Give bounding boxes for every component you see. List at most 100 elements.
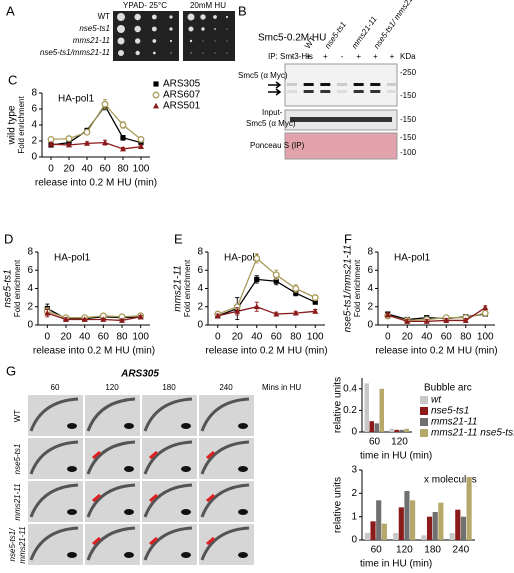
gel-spot bbox=[238, 423, 248, 429]
gel bbox=[28, 524, 83, 565]
x-tick-label: 100 bbox=[307, 332, 324, 343]
gel-arc bbox=[29, 526, 79, 561]
bar bbox=[426, 516, 433, 540]
y-tick-label: 4 bbox=[197, 283, 203, 294]
y-axis-label: nse5-ts1 bbox=[3, 269, 14, 307]
x-tick-label: 120 bbox=[396, 545, 413, 556]
gel-arc bbox=[200, 397, 250, 432]
legend-label: ARS305 bbox=[163, 79, 201, 90]
x-tick-label: 0 bbox=[385, 332, 391, 343]
panel-label: C bbox=[8, 72, 17, 87]
marker bbox=[292, 285, 300, 292]
marker bbox=[253, 303, 260, 310]
legend-swatch bbox=[420, 396, 428, 404]
gel bbox=[199, 481, 254, 522]
red-arrow bbox=[149, 493, 158, 503]
gel-spot bbox=[181, 552, 191, 558]
red-arrow bbox=[149, 536, 158, 546]
y-tick-label: 6 bbox=[367, 265, 373, 276]
gel-arc bbox=[200, 440, 250, 475]
time-label: 240 bbox=[219, 383, 233, 392]
y-tick-label: 2 bbox=[31, 136, 37, 147]
y-axis-label: relative units bbox=[333, 477, 344, 533]
bar bbox=[381, 523, 387, 540]
gel-arc bbox=[86, 397, 136, 432]
marker bbox=[153, 81, 159, 87]
bar bbox=[389, 428, 394, 432]
y-tick-label: 0.2 bbox=[343, 405, 357, 416]
blot-label: Ponceau S (IP) bbox=[250, 141, 305, 150]
marker bbox=[63, 316, 69, 322]
spot bbox=[214, 40, 216, 42]
blot-title: Smc5-0.2M HU bbox=[258, 33, 326, 44]
marker bbox=[137, 135, 145, 143]
bar bbox=[393, 533, 399, 540]
x-tick-label: 60 bbox=[99, 164, 111, 175]
band bbox=[320, 83, 331, 86]
gel-arc bbox=[29, 397, 79, 432]
ponceau bbox=[284, 132, 398, 160]
marker bbox=[138, 143, 144, 149]
gel bbox=[28, 395, 83, 436]
gel-arc bbox=[29, 440, 79, 475]
y-axis-sublabel: Fold enrichment bbox=[17, 96, 26, 154]
bar bbox=[404, 428, 409, 432]
gel bbox=[199, 524, 254, 565]
gel bbox=[142, 481, 197, 522]
x-tick-label: 20 bbox=[63, 164, 75, 175]
strain: mms21-11 bbox=[73, 36, 110, 45]
gel-spot bbox=[124, 423, 134, 429]
marker bbox=[153, 102, 159, 109]
marker bbox=[482, 304, 489, 311]
gel-spot bbox=[67, 552, 77, 558]
series-line bbox=[50, 103, 142, 141]
marker bbox=[481, 309, 489, 317]
bar bbox=[460, 516, 467, 540]
red-arrow bbox=[149, 450, 158, 460]
spot bbox=[134, 25, 141, 33]
spot bbox=[226, 52, 228, 54]
spot bbox=[151, 26, 157, 32]
x-tick-label: 20 bbox=[402, 332, 414, 343]
y-axis-label: relative units bbox=[333, 377, 344, 433]
y-tick-label: 1 bbox=[351, 511, 357, 522]
x-tick-label: 80 bbox=[460, 332, 472, 343]
charts: 0 2 4 6 80 20 40 60 80 100 C HA-pol1 release into 0.… bbox=[3, 72, 514, 569]
bar bbox=[370, 521, 376, 540]
red-arrow bbox=[92, 493, 101, 503]
marker bbox=[44, 309, 51, 316]
gel bbox=[142, 524, 197, 565]
marker bbox=[234, 308, 241, 314]
gel-spot bbox=[238, 552, 248, 558]
x-tick-label: 100 bbox=[132, 332, 149, 343]
y-tick-label: 2 bbox=[351, 488, 357, 499]
band bbox=[370, 83, 381, 86]
x-tick-label: 40 bbox=[81, 164, 93, 175]
bar bbox=[376, 500, 382, 540]
mw-marker: -150 bbox=[400, 115, 417, 124]
chart-title: HA-pol1 bbox=[58, 94, 95, 105]
spot bbox=[152, 51, 156, 55]
bar bbox=[398, 507, 404, 540]
x-tick-label: 80 bbox=[116, 332, 128, 343]
arrows bbox=[268, 81, 282, 96]
gel-spot bbox=[67, 509, 77, 515]
gel bbox=[199, 438, 254, 479]
red-arrow bbox=[206, 536, 215, 546]
bar bbox=[394, 429, 399, 432]
y-axis-sublabel: Fold enrichment bbox=[13, 259, 22, 317]
x-axis-label: release into 0.2 M HU (min) bbox=[205, 346, 327, 357]
ip-label: IP: Smt3-His bbox=[268, 52, 313, 61]
spot bbox=[213, 15, 217, 19]
bar bbox=[404, 491, 410, 540]
marker bbox=[66, 141, 72, 148]
bands bbox=[287, 83, 397, 93]
spot bbox=[169, 39, 173, 43]
y-tick-label: 3 bbox=[351, 465, 357, 476]
band bbox=[320, 90, 331, 93]
gel-spot bbox=[67, 423, 77, 429]
y-tick-label: 6 bbox=[197, 265, 203, 276]
x-tick-label: 240 bbox=[453, 545, 470, 556]
x-tick-label: 60 bbox=[369, 437, 381, 448]
blot-label: Smc5 (α Myc) bbox=[238, 71, 288, 80]
